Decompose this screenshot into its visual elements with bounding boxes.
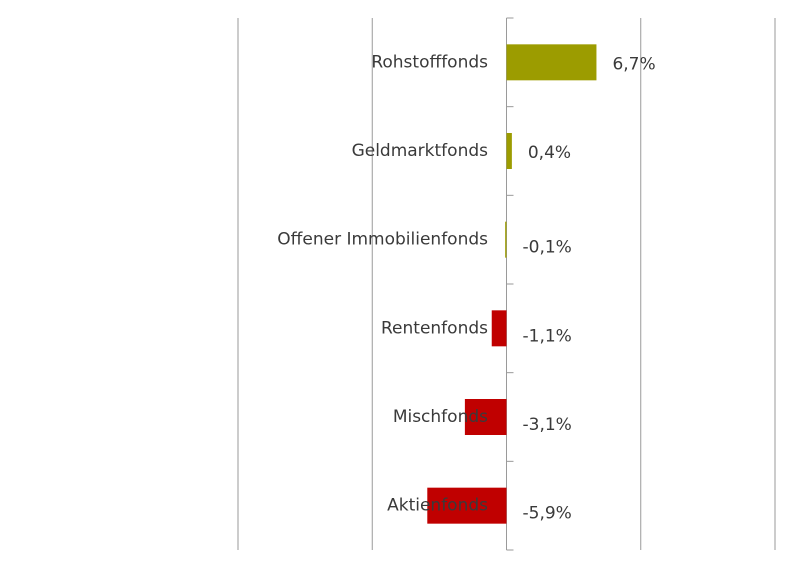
category-label: Rentenfonds <box>381 318 488 338</box>
category-label: Aktienfonds <box>387 496 488 516</box>
bar <box>505 221 507 258</box>
value-label: 6,7% <box>612 54 655 74</box>
category-label: Mischfonds <box>393 407 488 427</box>
bar <box>427 487 507 524</box>
bar <box>506 133 512 169</box>
category-label: Geldmarktfonds <box>352 141 489 161</box>
category-label: Offener Immobilienfonds <box>277 230 488 250</box>
bar <box>506 44 597 81</box>
value-label: -5,9% <box>523 504 572 524</box>
value-label: -3,1% <box>523 415 572 435</box>
category-label: Rohstofffonds <box>371 52 488 72</box>
value-label: -1,1% <box>523 326 572 346</box>
value-label: -0,1% <box>523 238 572 258</box>
bar <box>491 310 507 347</box>
value-label: 0,4% <box>528 143 571 163</box>
bar <box>464 399 507 435</box>
